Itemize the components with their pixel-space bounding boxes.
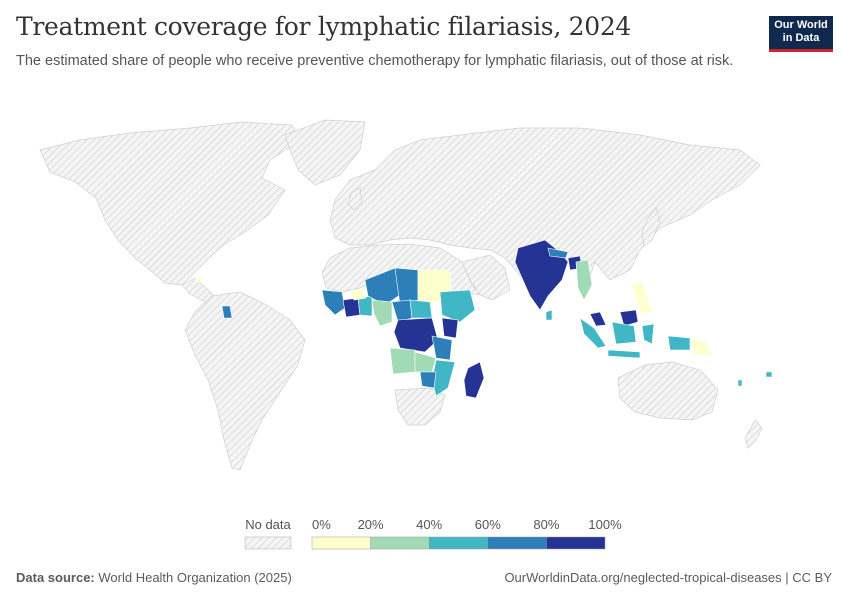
- country-ethiopia: [439, 289, 476, 323]
- legend-bin-2[interactable]: [428, 536, 489, 550]
- country-nigeria: [371, 299, 393, 327]
- country-pacific-b: [765, 371, 773, 378]
- country-pacific-a: [737, 379, 743, 387]
- legend-bin-1[interactable]: [370, 536, 430, 550]
- greenland-landmass: [284, 119, 366, 186]
- country-indonesia-sumatra: [579, 317, 607, 349]
- legend-tick-label: 0%: [312, 517, 331, 532]
- south-america-landmass: [184, 291, 306, 471]
- legend-bin-4[interactable]: [546, 536, 606, 550]
- country-tanzania: [431, 335, 453, 361]
- legend-ticks: 0% 20% 40% 60% 80% 100%: [312, 517, 622, 532]
- data-source-label: Data source:: [16, 570, 95, 585]
- country-myanmar: [575, 259, 593, 301]
- country-malaysia-borneo: [619, 309, 639, 327]
- country-haiti: [195, 276, 203, 283]
- country-madagascar: [463, 361, 485, 399]
- country-nepal: [547, 247, 569, 259]
- country-kenya: [441, 317, 459, 339]
- legend-tick-label: 40%: [416, 517, 442, 532]
- country-zimbabwe: [419, 371, 437, 389]
- country-guyana: [221, 305, 233, 319]
- legend-bin-3[interactable]: [487, 536, 547, 550]
- legend-tick-label: 100%: [588, 517, 622, 532]
- country-sahel-a: [364, 267, 401, 306]
- australia-landmass: [617, 361, 719, 421]
- logo-line-2: in Data: [782, 32, 820, 44]
- country-west-africa-c: [357, 295, 373, 317]
- africa-south-landmass: [394, 387, 446, 426]
- country-png: [689, 337, 713, 357]
- arabia-landmass: [461, 254, 511, 301]
- country-philippines: [631, 281, 653, 315]
- eurasia-landmass: [329, 127, 761, 296]
- logo-line-1: Our World: [774, 19, 828, 31]
- legend-bins: [311, 536, 606, 550]
- country-west-africa-a: [321, 289, 346, 316]
- country-west-africa-d: [349, 287, 367, 301]
- legend-tick-label: 60%: [475, 517, 501, 532]
- chart-title: Treatment coverage for lymphatic filaria…: [16, 12, 632, 41]
- country-malaysia: [589, 311, 607, 327]
- country-drc: [393, 317, 439, 353]
- legend-bin-0[interactable]: [311, 536, 371, 550]
- chart-subtitle: The estimated share of people who receiv…: [16, 53, 734, 69]
- country-india: [514, 239, 569, 311]
- new-zealand-landmass: [744, 419, 763, 449]
- source-url-link[interactable]: OurWorldinData.org/neglected-tropical-di…: [504, 570, 832, 585]
- country-indonesia-java: [607, 349, 641, 359]
- legend-tick-label: 20%: [358, 517, 384, 532]
- country-indonesia-borneo: [611, 321, 637, 345]
- uk-landmass: [347, 187, 363, 211]
- data-source: Data source: World Health Organization (…: [16, 570, 292, 585]
- legend-no-data-swatch: [244, 536, 292, 550]
- country-sri-lanka: [545, 309, 553, 321]
- legend-tick-label: 80%: [533, 517, 559, 532]
- country-png-west: [667, 335, 691, 351]
- country-indonesia-sulawesi: [641, 323, 655, 345]
- legend-no-data-label: No data: [245, 517, 291, 532]
- data-source-value: World Health Organization (2025): [98, 570, 292, 585]
- north-america-landmass: [39, 121, 301, 286]
- japan-landmass: [641, 207, 661, 247]
- owid-logo[interactable]: Our World in Data: [769, 16, 833, 52]
